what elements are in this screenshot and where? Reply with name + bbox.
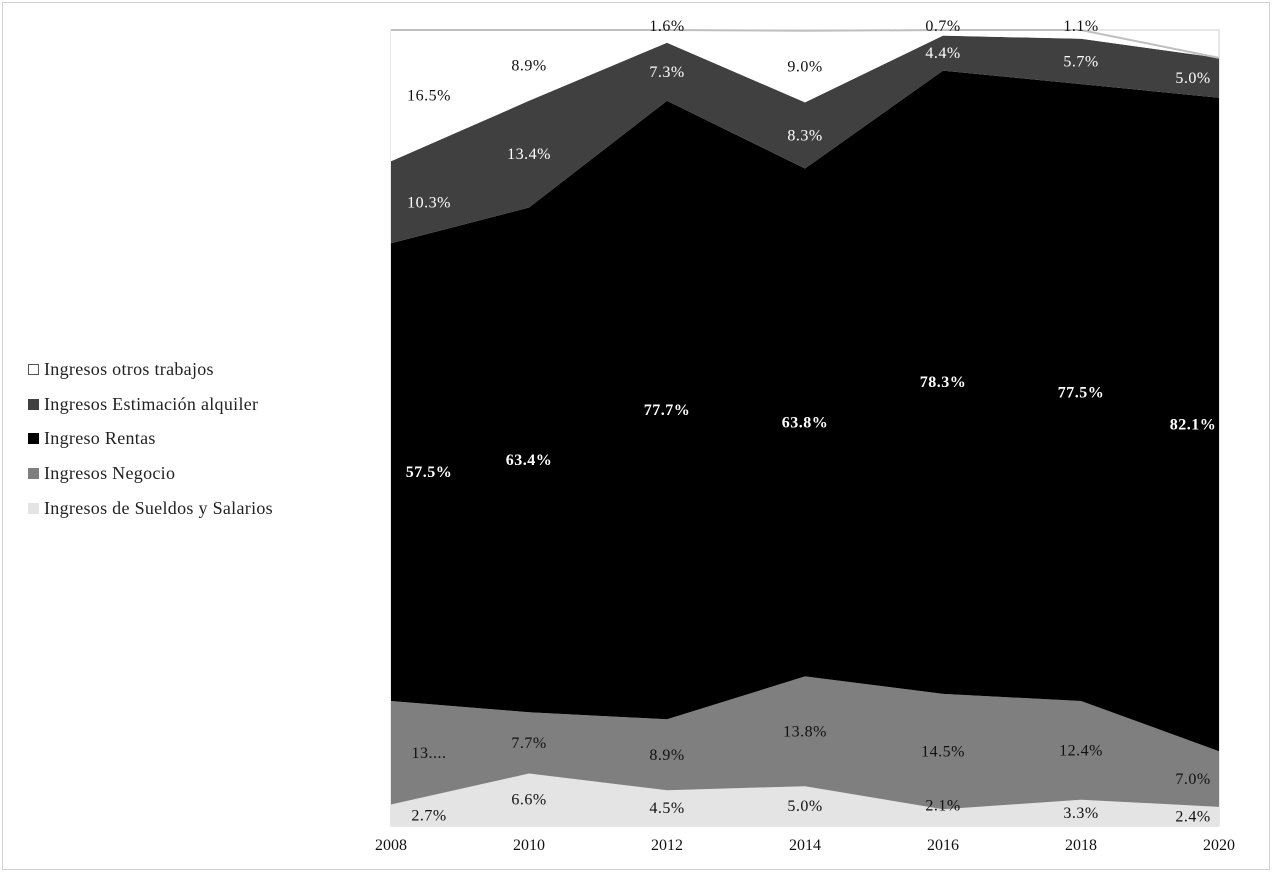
data-label: 5.0% bbox=[1175, 70, 1210, 87]
data-label-group: 2.7% 6.6% 4.5% 5.0% 2.1% 3.3% 2.4% 13.... 7.7% 8.… bbox=[406, 18, 1217, 825]
legend-swatch bbox=[28, 502, 39, 514]
data-label: 16.5% bbox=[407, 88, 451, 105]
data-label: 57.5% bbox=[406, 464, 453, 481]
legend-label: Ingresos de Sueldos y Salarios bbox=[44, 497, 273, 518]
legend-item-estimacion-alquiler: Ingresos Estimación alquiler bbox=[28, 387, 273, 422]
data-label: 9.0% bbox=[787, 59, 822, 76]
area-ingresos-negocio bbox=[391, 676, 1219, 810]
data-label: 2.1% bbox=[925, 797, 960, 814]
legend-label: Ingresos otros trabajos bbox=[44, 358, 214, 379]
area-ingreso-rentas bbox=[391, 70, 1219, 752]
x-axis: 2008 2010 2012 2014 2016 2018 2020 bbox=[375, 837, 1235, 854]
data-label: 7.0% bbox=[1175, 771, 1210, 788]
data-label: 13.8% bbox=[783, 723, 827, 740]
data-label: 13.4% bbox=[507, 146, 551, 163]
data-label: 63.4% bbox=[506, 452, 553, 469]
data-label: 4.5% bbox=[649, 800, 684, 817]
data-label: 1.1% bbox=[1063, 18, 1098, 35]
legend-label: Ingresos Negocio bbox=[44, 462, 176, 483]
data-label: 82.1% bbox=[1170, 416, 1217, 433]
data-label: 77.7% bbox=[644, 402, 691, 419]
x-tick-label: 2008 bbox=[375, 837, 407, 854]
area-series-group bbox=[391, 29, 1220, 826]
area-ingresos-otros-trabajos bbox=[391, 30, 1219, 162]
data-label: 63.8% bbox=[782, 414, 829, 431]
data-label: 5.0% bbox=[787, 798, 822, 815]
legend-item-negocio: Ingresos Negocio bbox=[28, 456, 273, 491]
data-label: 78.3% bbox=[920, 374, 967, 391]
data-label: 7.7% bbox=[511, 735, 546, 752]
data-label: 3.3% bbox=[1063, 805, 1098, 822]
x-tick-label: 2018 bbox=[1065, 837, 1097, 854]
legend-swatch bbox=[28, 433, 39, 445]
data-label: 6.6% bbox=[511, 792, 546, 809]
x-tick-label: 2014 bbox=[789, 837, 821, 854]
data-label: 10.3% bbox=[407, 194, 451, 211]
legend-label: Ingresos Estimación alquiler bbox=[44, 393, 259, 414]
data-label: 13.... bbox=[412, 745, 447, 762]
legend-item-sueldos-salarios: Ingresos de Sueldos y Salarios bbox=[28, 491, 273, 526]
data-label: 5.7% bbox=[1063, 53, 1098, 70]
data-label: 12.4% bbox=[1059, 742, 1103, 759]
data-label: 0.7% bbox=[925, 18, 960, 35]
legend-swatch bbox=[28, 398, 39, 410]
legend-label: Ingreso Rentas bbox=[44, 428, 156, 449]
x-tick-label: 2012 bbox=[651, 837, 683, 854]
legend-item-otros-trabajos: Ingresos otros trabajos bbox=[28, 352, 273, 387]
data-label: 77.5% bbox=[1058, 385, 1105, 402]
data-label: 8.9% bbox=[511, 57, 546, 74]
x-tick-label: 2020 bbox=[1203, 837, 1235, 854]
data-label: 2.4% bbox=[1175, 808, 1210, 825]
data-label: 4.4% bbox=[925, 45, 960, 62]
x-tick-label: 2010 bbox=[513, 837, 545, 854]
data-label: 8.9% bbox=[649, 747, 684, 764]
area-ingresos-estimaci-n-alquiler bbox=[391, 35, 1219, 244]
legend-swatch bbox=[28, 467, 39, 479]
legend-swatch bbox=[28, 363, 39, 375]
legend-item-rentas: Ingreso Rentas bbox=[28, 421, 273, 456]
area-ingresos-de-sueldos-y-salarios bbox=[391, 773, 1219, 826]
data-label: 8.3% bbox=[787, 128, 822, 145]
stack-top-line bbox=[391, 29, 1220, 59]
data-label: 2.7% bbox=[411, 807, 446, 824]
legend: Ingresos otros trabajos Ingresos Estimac… bbox=[28, 352, 273, 525]
data-label: 7.3% bbox=[649, 64, 684, 81]
data-label: 1.6% bbox=[649, 18, 684, 35]
x-tick-label: 2016 bbox=[927, 837, 959, 854]
data-label: 14.5% bbox=[921, 744, 965, 761]
